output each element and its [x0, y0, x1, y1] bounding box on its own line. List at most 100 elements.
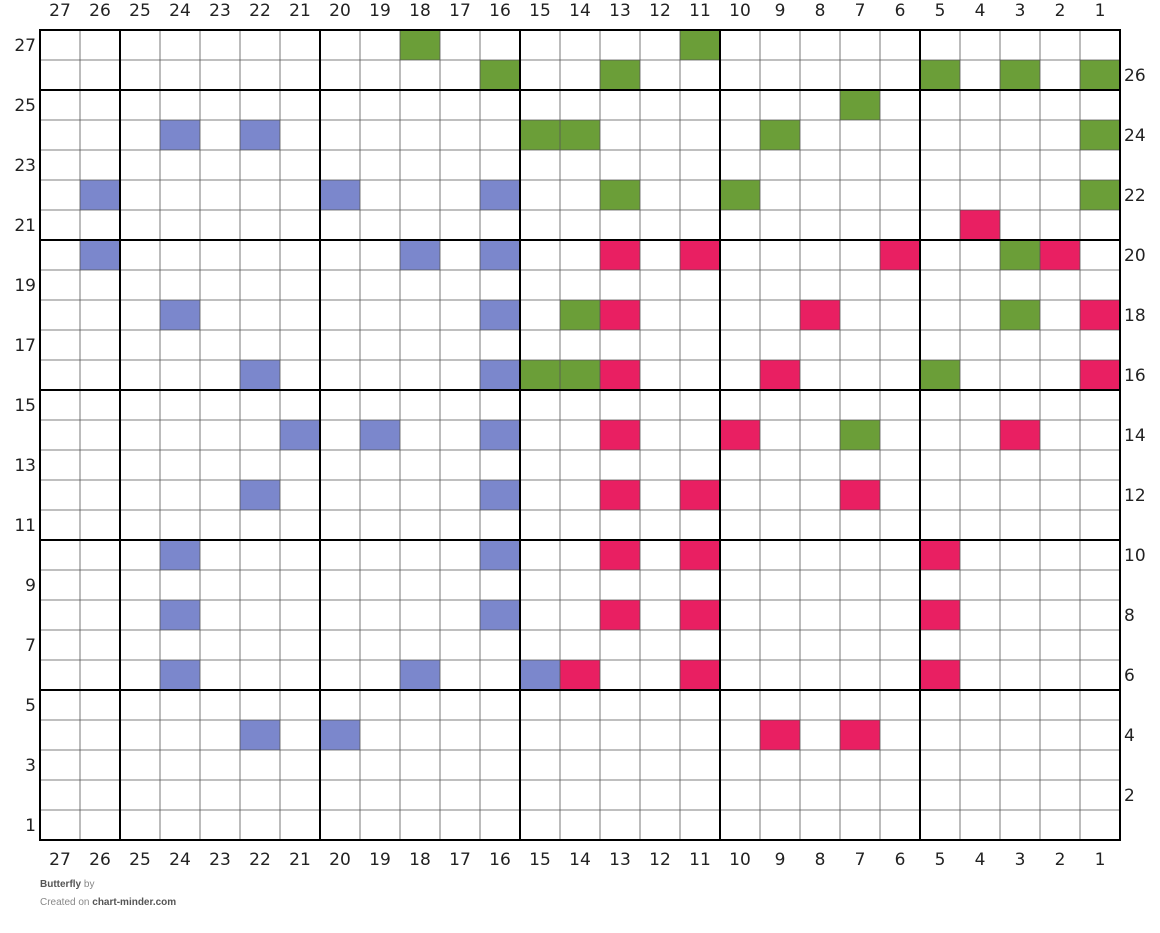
- column-label-top: 18: [409, 1, 431, 21]
- column-label-bottom: 6: [895, 850, 906, 870]
- column-label-bottom: 27: [49, 850, 71, 870]
- stitch-cell-r14-c3: [1000, 420, 1040, 450]
- column-label-bottom: 23: [209, 850, 231, 870]
- column-label-top: 5: [935, 1, 946, 21]
- column-label-top: 15: [529, 1, 551, 21]
- column-label-top: 10: [729, 1, 751, 21]
- chart-by: by: [83, 879, 95, 890]
- column-label-bottom: 1: [1095, 850, 1106, 870]
- stitch-cell-r8-c5: [920, 600, 960, 630]
- row-label-left: 27: [14, 36, 36, 56]
- row-label-right: 18: [1124, 306, 1146, 326]
- stitch-cell-r18-c13: [600, 300, 640, 330]
- stitch-cell-r22-c13: [600, 180, 640, 210]
- row-label-right: 14: [1124, 426, 1146, 446]
- stitch-cell-r14-c7: [840, 420, 880, 450]
- stitch-cell-r24-c22: [240, 120, 280, 150]
- column-label-top: 26: [89, 1, 111, 21]
- stitch-cell-r12-c13: [600, 480, 640, 510]
- column-label-bottom: 20: [329, 850, 351, 870]
- stitch-cell-r16-c15: [520, 360, 560, 390]
- stitch-cell-r12-c11: [680, 480, 720, 510]
- row-label-left: 19: [14, 276, 36, 296]
- stitch-cell-r24-c1: [1080, 120, 1120, 150]
- stitch-cell-r14-c16: [480, 420, 520, 450]
- column-label-bottom: 2: [1055, 850, 1066, 870]
- stitch-cell-r20-c13: [600, 240, 640, 270]
- stitch-cell-r20-c6: [880, 240, 920, 270]
- stitch-cell-r22-c1: [1080, 180, 1120, 210]
- stitch-cell-r27-c11: [680, 30, 720, 60]
- stitch-cell-r26-c13: [600, 60, 640, 90]
- stitch-cell-r10-c16: [480, 540, 520, 570]
- column-label-bottom: 5: [935, 850, 946, 870]
- knitting-chart: 2727262625252424232322222121202019191818…: [14, 1, 1146, 870]
- column-label-top: 25: [129, 1, 151, 21]
- stitch-cell-r6-c15: [520, 660, 560, 690]
- stitch-cell-r6-c11: [680, 660, 720, 690]
- stitch-cell-r20-c2: [1040, 240, 1080, 270]
- stitch-cell-r16-c5: [920, 360, 960, 390]
- stitch-cell-r6-c24: [160, 660, 200, 690]
- column-label-top: 12: [649, 1, 671, 21]
- column-label-top: 20: [329, 1, 351, 21]
- stitch-cell-r20-c18: [400, 240, 440, 270]
- row-label-right: 6: [1124, 666, 1135, 686]
- column-label-top: 17: [449, 1, 471, 21]
- chart-background: [40, 30, 1120, 840]
- stitch-cell-r16-c1: [1080, 360, 1120, 390]
- row-label-right: 20: [1124, 246, 1146, 266]
- row-label-right: 8: [1124, 606, 1135, 626]
- stitch-cell-r26-c3: [1000, 60, 1040, 90]
- row-label-left: 7: [25, 636, 36, 656]
- column-label-bottom: 9: [775, 850, 786, 870]
- stitch-cell-r18-c16: [480, 300, 520, 330]
- stitch-cell-r24-c24: [160, 120, 200, 150]
- stitch-cell-r24-c9: [760, 120, 800, 150]
- row-label-right: 4: [1124, 726, 1135, 746]
- column-label-bottom: 18: [409, 850, 431, 870]
- column-label-top: 14: [569, 1, 591, 21]
- row-label-right: 24: [1124, 126, 1146, 146]
- column-label-bottom: 4: [975, 850, 986, 870]
- stitch-cell-r10-c5: [920, 540, 960, 570]
- column-label-bottom: 24: [169, 850, 191, 870]
- stitch-cell-r18-c1: [1080, 300, 1120, 330]
- stitch-cell-r20-c16: [480, 240, 520, 270]
- stitch-cell-r12-c16: [480, 480, 520, 510]
- row-label-left: 15: [14, 396, 36, 416]
- row-label-right: 26: [1124, 66, 1146, 86]
- column-label-bottom: 15: [529, 850, 551, 870]
- column-label-bottom: 19: [369, 850, 391, 870]
- column-label-bottom: 7: [855, 850, 866, 870]
- stitch-cell-r12-c22: [240, 480, 280, 510]
- row-label-right: 2: [1124, 786, 1135, 806]
- column-label-top: 9: [775, 1, 786, 21]
- column-label-top: 6: [895, 1, 906, 21]
- stitch-cell-r16-c14: [560, 360, 600, 390]
- column-label-bottom: 17: [449, 850, 471, 870]
- stitch-cell-r10-c24: [160, 540, 200, 570]
- row-label-right: 16: [1124, 366, 1146, 386]
- row-label-left: 1: [25, 816, 36, 836]
- stitch-cell-r20-c26: [80, 240, 120, 270]
- column-label-top: 16: [489, 1, 511, 21]
- row-label-right: 22: [1124, 186, 1146, 206]
- row-label-right: 10: [1124, 546, 1146, 566]
- chart-border: [39, 29, 1121, 841]
- stitch-cell-r21-c4: [960, 210, 1000, 240]
- chart-cells: [40, 30, 1120, 840]
- column-label-top: 23: [209, 1, 231, 21]
- stitch-cell-r12-c7: [840, 480, 880, 510]
- column-label-top: 21: [289, 1, 311, 21]
- stitch-cell-r4-c9: [760, 720, 800, 750]
- stitch-cell-r4-c22: [240, 720, 280, 750]
- column-label-bottom: 13: [609, 850, 631, 870]
- stitch-cell-r8-c24: [160, 600, 200, 630]
- stitch-cell-r26-c1: [1080, 60, 1120, 90]
- row-label-left: 9: [25, 576, 36, 596]
- column-label-top: 24: [169, 1, 191, 21]
- stitch-cell-r16-c16: [480, 360, 520, 390]
- row-label-left: 23: [14, 156, 36, 176]
- stitch-cell-r18-c24: [160, 300, 200, 330]
